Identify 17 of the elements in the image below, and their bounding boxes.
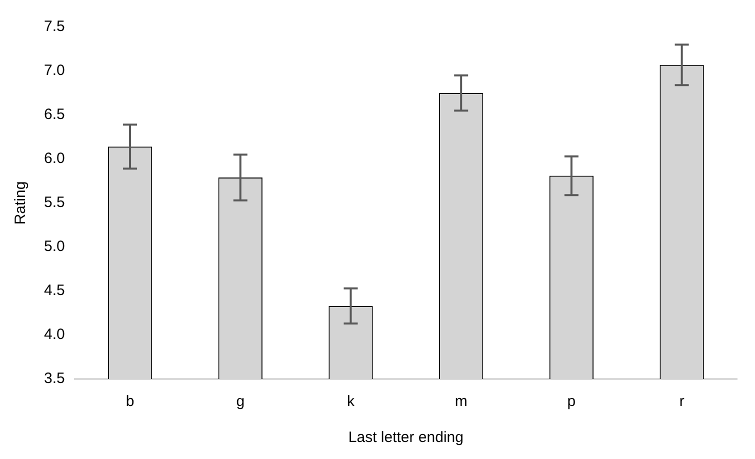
y-tick-label: 4.5 [44,282,65,300]
y-tick-label: 5.0 [44,238,65,256]
x-axis-title: Last letter ending [348,429,464,446]
y-tick-label: 4.0 [44,326,65,344]
x-tick-label: k [346,393,355,410]
x-tick-label: m [454,393,468,410]
y-axis-title: Rating [12,181,30,225]
y-tick-label: 3.5 [44,370,65,388]
x-tick-label: g [236,393,245,410]
y-tick-label: 6.5 [44,106,65,124]
y-tick-label: 5.5 [44,194,65,212]
x-tick-label: r [679,393,684,410]
y-tick-label: 7.0 [44,62,65,80]
x-tick-label: p [567,393,576,410]
y-tick-label: 6.0 [44,150,65,168]
y-tick-label: 7.5 [44,18,65,36]
x-tick-label: b [126,393,134,410]
